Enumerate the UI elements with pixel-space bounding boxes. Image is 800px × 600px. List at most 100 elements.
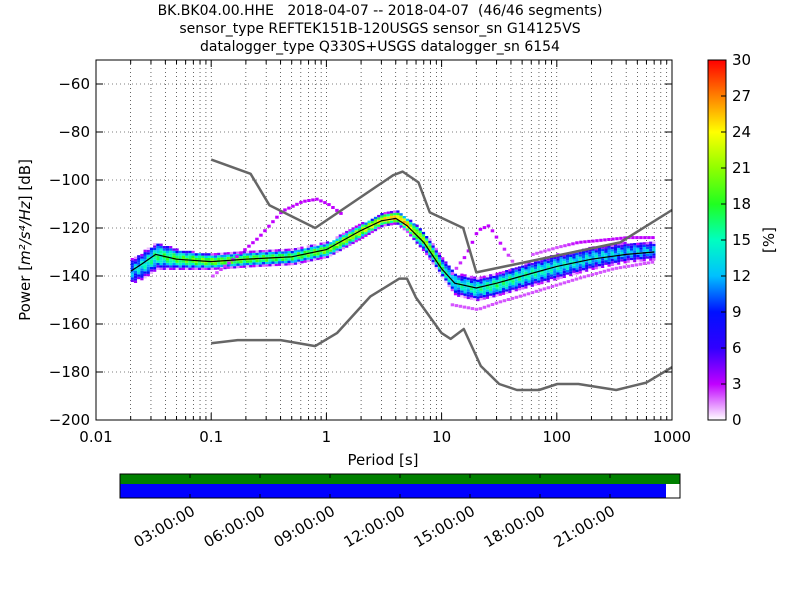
psd-histogram-cell: [143, 249, 147, 253]
psd-histogram-cell: [370, 225, 374, 229]
psd-histogram-cell: [354, 230, 358, 233]
x-tick-label: 1: [322, 428, 332, 446]
psd-histogram-cell: [210, 258, 214, 261]
psd-histogram-cell: [313, 244, 317, 247]
psd-histogram-cell: [191, 267, 195, 270]
psd-histogram-cell: [165, 262, 170, 266]
psd-histogram-cell: [185, 253, 189, 256]
psd-histogram-cell: [175, 250, 179, 254]
psd-histogram-cell: [341, 247, 346, 250]
psd-histogram-cell: [242, 255, 246, 259]
psd-outlier-cell: [590, 273, 595, 277]
psd-histogram-cell: [309, 247, 314, 250]
psd-histogram-cell: [322, 251, 326, 254]
psd-outlier-cell: [514, 295, 519, 299]
psd-histogram-cell: [258, 262, 262, 265]
psd-histogram-cell: [645, 246, 650, 250]
psd-outlier-cell: [263, 229, 267, 233]
psd-histogram-cell: [245, 265, 250, 268]
psd-histogram-cell: [204, 265, 208, 268]
psd-histogram-cell: [172, 262, 176, 266]
psd-histogram-cell: [300, 249, 304, 252]
psd-outlier-cell: [458, 304, 463, 308]
psd-histogram-cell: [428, 240, 432, 244]
psd-histogram-cell: [223, 266, 227, 270]
psd-histogram-cell: [476, 298, 480, 302]
psd-histogram-cell: [137, 255, 141, 258]
psd-histogram-cell: [569, 271, 573, 274]
psd-histogram-cell: [575, 272, 579, 275]
psd-histogram-cell: [329, 242, 333, 245]
psd-histogram-cell: [393, 215, 397, 218]
psd-histogram-cell: [559, 259, 563, 263]
psd-histogram-cell: [297, 256, 301, 260]
psd-histogram-cell: [268, 252, 272, 255]
psd-histogram-cell: [524, 267, 528, 270]
psd-histogram-cell: [249, 253, 253, 256]
psd-histogram-cell: [505, 270, 509, 273]
psd-histogram-cell: [412, 230, 416, 233]
psd-histogram-cell: [457, 280, 461, 283]
psd-histogram-cell: [345, 235, 349, 239]
psd-outlier-cell: [555, 246, 559, 250]
psd-histogram-cell: [549, 276, 554, 280]
psd-histogram-cell: [629, 250, 634, 253]
psd-histogram-cell: [585, 257, 589, 260]
psd-histogram-cell: [156, 258, 160, 261]
psd-histogram-cell: [437, 269, 442, 272]
psd-histogram-cell: [332, 247, 336, 250]
psd-histogram-cell: [409, 224, 413, 227]
psd-histogram-cell: [623, 246, 627, 249]
psd-histogram-cell: [178, 255, 182, 258]
psd-histogram-cell: [549, 271, 554, 275]
psd-histogram-cell: [357, 231, 362, 234]
psd-histogram-cell: [652, 241, 656, 244]
psd-histogram-cell: [165, 246, 170, 249]
psd-histogram-cell: [213, 267, 218, 270]
psd-histogram-cell: [207, 258, 211, 261]
psd-histogram-cell: [492, 273, 496, 276]
psd-outlier-cell: [458, 261, 463, 265]
psd-histogram-cell: [562, 261, 566, 264]
psd-histogram-cell: [309, 244, 314, 247]
psd-histogram-cell: [373, 224, 378, 227]
psd-histogram-cell: [293, 257, 298, 260]
psd-histogram-cell: [537, 263, 541, 266]
psd-histogram-cell: [165, 253, 170, 256]
psd-histogram-cell: [581, 270, 586, 273]
data-availability-timeline: 03:00:00 06:00:00 09:00:00 12:00:00 15:00:00…: [119, 473, 681, 551]
psd-histogram-cell: [146, 254, 150, 258]
psd-histogram-cell: [412, 235, 416, 238]
psd-histogram-cell: [405, 221, 410, 224]
psd-histogram-cell: [578, 251, 582, 255]
psd-histogram-cell: [489, 293, 493, 296]
psd-histogram-cell: [473, 281, 477, 284]
psd-outlier-cell: [510, 259, 515, 263]
psd-histogram-cell: [306, 245, 310, 248]
psd-histogram-cell: [617, 259, 621, 263]
psd-histogram-cell: [383, 224, 387, 227]
psd-histogram-cell: [569, 264, 573, 267]
psd-histogram-cell: [613, 246, 618, 249]
psd-histogram-cell: [265, 259, 269, 262]
psd-histogram-cell: [537, 261, 541, 264]
psd-histogram-cell: [329, 249, 333, 252]
psd-histogram-cell: [601, 246, 605, 249]
psd-histogram-cell: [370, 230, 374, 234]
psd-outlier-cell: [582, 275, 587, 279]
psd-histogram-cell: [649, 241, 653, 244]
psd-histogram-cell: [572, 253, 576, 257]
psd-histogram-cell: [421, 231, 426, 235]
low-noise-model-line: [211, 277, 673, 392]
psd-histogram-cell: [399, 218, 403, 221]
psd-outlier-cell: [267, 224, 271, 228]
psd-histogram-cell: [524, 276, 528, 279]
psd-histogram-cell: [623, 249, 627, 252]
psd-histogram-cell: [354, 225, 358, 228]
psd-outlier-cell: [323, 201, 327, 205]
psd-histogram-cell: [572, 260, 576, 264]
psd-histogram-cell: [546, 272, 550, 276]
psd-histogram-cell: [533, 261, 538, 265]
psd-histogram-cell: [300, 246, 304, 249]
psd-histogram-cell: [495, 279, 499, 283]
